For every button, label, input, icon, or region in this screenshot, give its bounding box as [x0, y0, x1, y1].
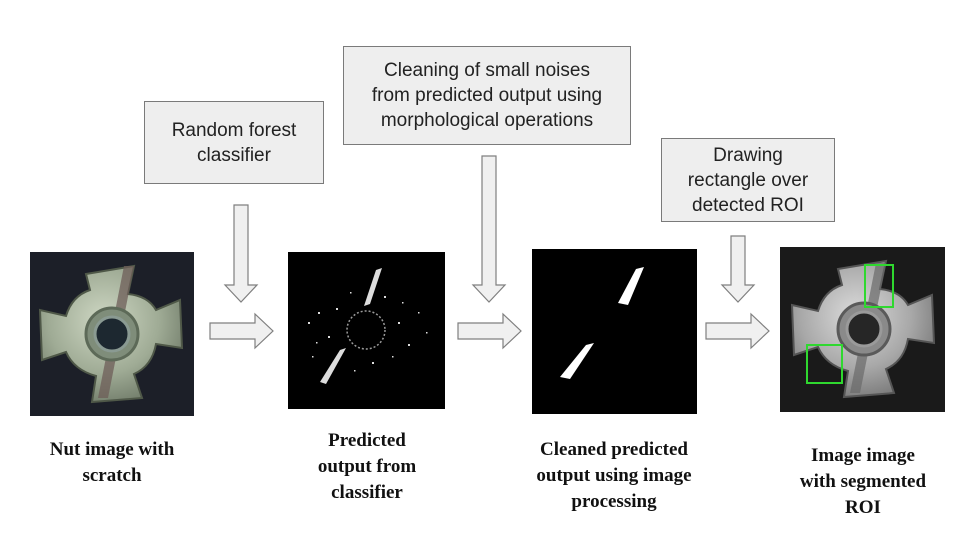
nut-caption: Nut image with scratch [17, 437, 207, 489]
drawing-box-line-1: Drawing [713, 144, 783, 166]
cleaned-caption-line-1: Cleaned predicted [540, 439, 688, 460]
cleaned-caption-line-3: processing [571, 491, 657, 512]
segmented-caption-line-3: ROI [845, 497, 881, 518]
classifier-box: Random forest classifier [144, 101, 324, 184]
cleaning-box-line-2: from predicted output using [371, 85, 603, 106]
drawing-box-line-2: rectangle over [687, 169, 809, 191]
nut-image [30, 252, 194, 416]
predicted-output-image [288, 252, 445, 409]
classifier-box-line-1: Random forest [171, 119, 297, 141]
cleaning-box: Cleaning of small noises from predicted … [343, 46, 631, 145]
nut-caption-line-1: Nut image with [49, 439, 175, 460]
cleaned-caption: Cleaned predicted output using image pro… [508, 437, 720, 515]
right-arrow-3 [705, 312, 770, 350]
drawing-box: Drawing rectangle over detected ROI [661, 138, 835, 222]
nut-caption-line-2: scratch [82, 465, 142, 486]
right-arrow-2 [457, 312, 522, 350]
predicted-caption-line-3: classifier [331, 482, 403, 503]
cleaned-caption-line-2: output using image [536, 465, 692, 486]
predicted-caption-line-2: output from [317, 456, 417, 477]
drawing-box-line-3: detected ROI [692, 194, 804, 216]
roi-box-upper [864, 264, 894, 308]
cleaned-output-image [532, 249, 697, 414]
cleaning-box-line-1: Cleaning of small noises [384, 60, 590, 81]
segmented-caption: Image image with segmented ROI [772, 443, 954, 521]
segmented-caption-line-1: Image image [811, 445, 915, 466]
right-arrow-1 [209, 312, 274, 350]
segmented-roi-image [780, 247, 945, 412]
segmented-caption-line-2: with segmented [799, 471, 927, 492]
predicted-caption: Predicted output from classifier [286, 428, 448, 506]
down-arrow-drawing [720, 235, 756, 303]
down-arrow-classifier [223, 204, 259, 303]
classifier-box-line-2: classifier [197, 144, 271, 166]
cleaning-box-line-3: morphological operations [380, 110, 594, 131]
predicted-caption-line-1: Predicted [328, 430, 406, 451]
down-arrow-cleaning [471, 155, 507, 303]
roi-box-lower [806, 344, 843, 384]
